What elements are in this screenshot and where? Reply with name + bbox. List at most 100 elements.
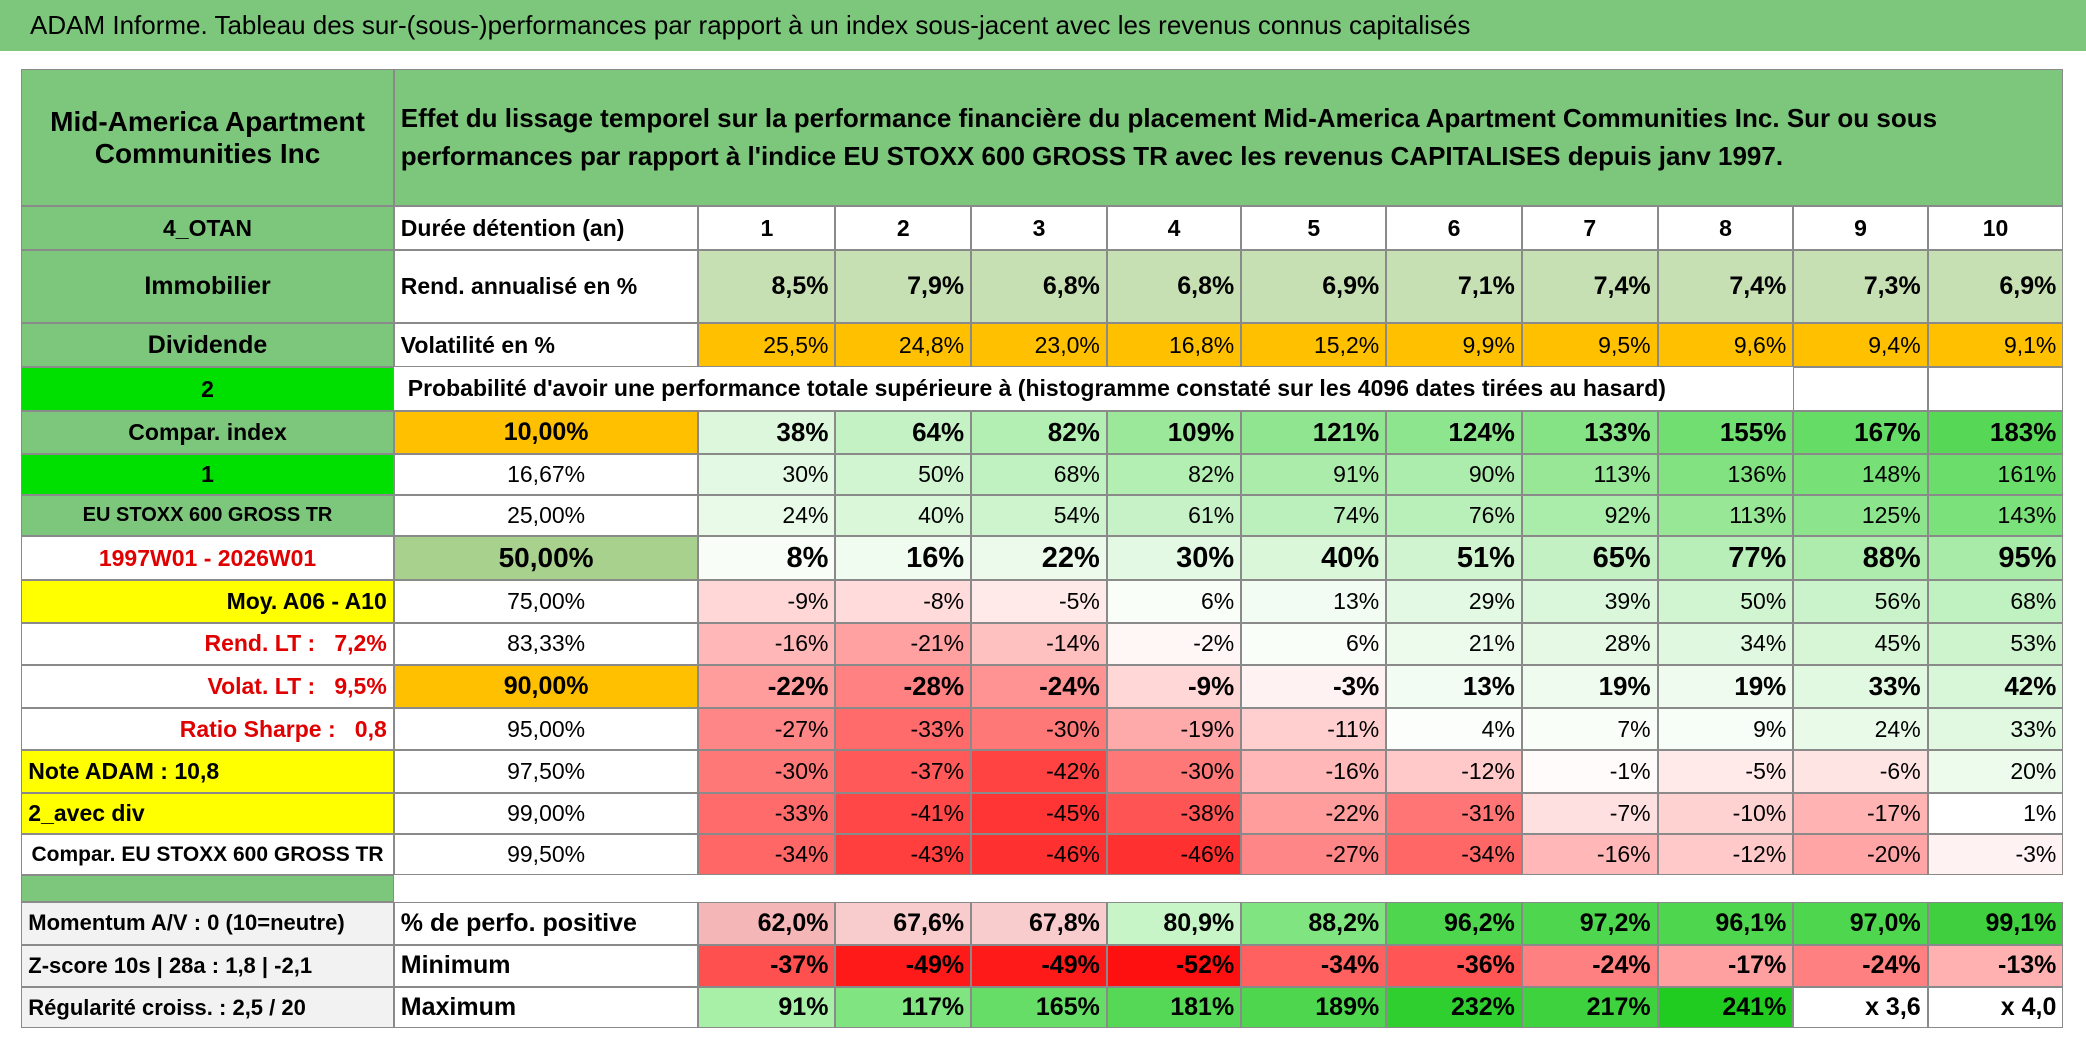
summary-value: 97,0%: [1793, 901, 1928, 945]
summary-value: 67,6%: [835, 901, 972, 945]
value-cell: 34%: [1657, 622, 1794, 666]
value-cell: 6,8%: [1106, 250, 1242, 324]
value-cell: 90%: [1386, 453, 1522, 495]
summary-value: 96,1%: [1657, 901, 1794, 945]
row-label: 1: [21, 453, 394, 495]
summary-value: x 3,6: [1793, 987, 1928, 1029]
value-cell: 42%: [1927, 665, 2064, 708]
value-cell: 16,8%: [1106, 323, 1242, 368]
value-cell: 113%: [1657, 494, 1794, 537]
value-cell: -30%: [971, 707, 1107, 751]
row-label: 2: [21, 367, 394, 412]
spacer: [0, 50, 2086, 70]
value-cell: -45%: [971, 792, 1107, 835]
value-cell: 23,0%: [971, 323, 1107, 368]
value-cell: -12%: [1386, 750, 1522, 793]
value-cell: 113%: [1521, 453, 1658, 495]
value-cell: 7: [1521, 206, 1658, 251]
summary-value: -49%: [971, 944, 1107, 988]
value-cell: 9%: [1657, 707, 1794, 751]
percentile: 75,00%: [393, 580, 699, 623]
percentile: 90,00%: [393, 665, 699, 708]
percentile: 95,00%: [393, 707, 699, 751]
value-cell: 56%: [1793, 580, 1928, 623]
summary-value: -49%: [835, 944, 972, 988]
value-cell: 124%: [1386, 411, 1522, 454]
value-cell: -21%: [835, 622, 972, 666]
value-cell: 121%: [1241, 411, 1387, 454]
value-cell: -24%: [971, 665, 1107, 708]
value-cell: 33%: [1793, 665, 1928, 708]
row-label: EU STOXX 600 GROSS TR: [21, 494, 394, 537]
value-cell: 13%: [1241, 580, 1387, 623]
summary-value: 67,8%: [971, 901, 1107, 945]
row-label: Moy. A06 - A10: [21, 580, 394, 623]
value-cell: 9,5%: [1521, 323, 1658, 368]
value-cell: -30%: [698, 750, 836, 793]
value-cell: 161%: [1927, 453, 2064, 495]
value-cell: 29%: [1386, 580, 1522, 623]
value-cell: 9,9%: [1386, 323, 1522, 368]
value-cell: -3%: [1927, 834, 2064, 876]
value-cell: -16%: [1521, 834, 1658, 876]
summary-label: Z-score 10s | 28a : 1,8 | -2,1: [21, 944, 394, 988]
value-cell: -16%: [698, 622, 836, 666]
spacer-cell: [21, 875, 394, 902]
value-cell: 13%: [1386, 665, 1522, 708]
percentile: 99,50%: [393, 834, 699, 876]
value-cell: -33%: [698, 792, 836, 835]
report-title: ADAM Informe. Tableau des sur-(sous-)per…: [0, 0, 2086, 51]
value-cell: 82%: [971, 411, 1107, 454]
value-cell: 6,8%: [971, 250, 1107, 324]
empty-cell: [1927, 367, 2064, 412]
row-label: 2_avec div: [21, 792, 394, 835]
value-cell: 33%: [1927, 707, 2064, 751]
row-label: Volat. LT : 9,5%: [21, 665, 394, 708]
description: Effet du lissage temporel sur la perform…: [393, 69, 2064, 207]
asset-name: Mid-America Apartment Communities Inc: [21, 69, 394, 207]
value-cell: -10%: [1657, 792, 1794, 835]
value-cell: -38%: [1106, 792, 1242, 835]
value-cell: 40%: [835, 494, 972, 537]
value-cell: 183%: [1927, 411, 2064, 454]
row-label: Compar. index: [21, 411, 394, 454]
percentile: 25,00%: [393, 494, 699, 537]
value-cell: 22%: [971, 536, 1107, 581]
value-cell: -1%: [1521, 750, 1658, 793]
summary-value: -17%: [1657, 944, 1794, 988]
value-cell: 8: [1657, 206, 1794, 251]
value-cell: 64%: [835, 411, 972, 454]
value-cell: -2%: [1106, 622, 1242, 666]
value-cell: 125%: [1793, 494, 1928, 537]
summary-value: 189%: [1241, 987, 1387, 1029]
value-cell: 95%: [1927, 536, 2064, 581]
value-cell: 76%: [1386, 494, 1522, 537]
value-cell: -5%: [1657, 750, 1794, 793]
summary-value: -34%: [1241, 944, 1387, 988]
row-label: Note ADAM : 10,8: [21, 750, 394, 793]
value-cell: -17%: [1793, 792, 1928, 835]
value-cell: -5%: [971, 580, 1107, 623]
value-cell: 5: [1241, 206, 1387, 251]
value-cell: 30%: [698, 453, 836, 495]
summary-value: -24%: [1793, 944, 1928, 988]
row-label: Rend. LT : 7,2%: [21, 622, 394, 666]
value-cell: 148%: [1793, 453, 1928, 495]
value-cell: -27%: [1241, 834, 1387, 876]
summary-value: -13%: [1927, 944, 2064, 988]
value-cell: 8,5%: [698, 250, 836, 324]
value-cell: -28%: [835, 665, 972, 708]
value-cell: 30%: [1106, 536, 1242, 581]
summary-value: 217%: [1521, 987, 1658, 1029]
value-cell: -7%: [1521, 792, 1658, 835]
value-cell: -34%: [698, 834, 836, 876]
value-cell: 53%: [1927, 622, 2064, 666]
value-cell: 68%: [1927, 580, 2064, 623]
value-cell: 7,1%: [1386, 250, 1522, 324]
value-cell: 54%: [971, 494, 1107, 537]
value-cell: 6%: [1241, 622, 1387, 666]
value-cell: 40%: [1241, 536, 1387, 581]
summary-value: 232%: [1386, 987, 1522, 1029]
summary-value: 165%: [971, 987, 1107, 1029]
value-cell: -22%: [698, 665, 836, 708]
